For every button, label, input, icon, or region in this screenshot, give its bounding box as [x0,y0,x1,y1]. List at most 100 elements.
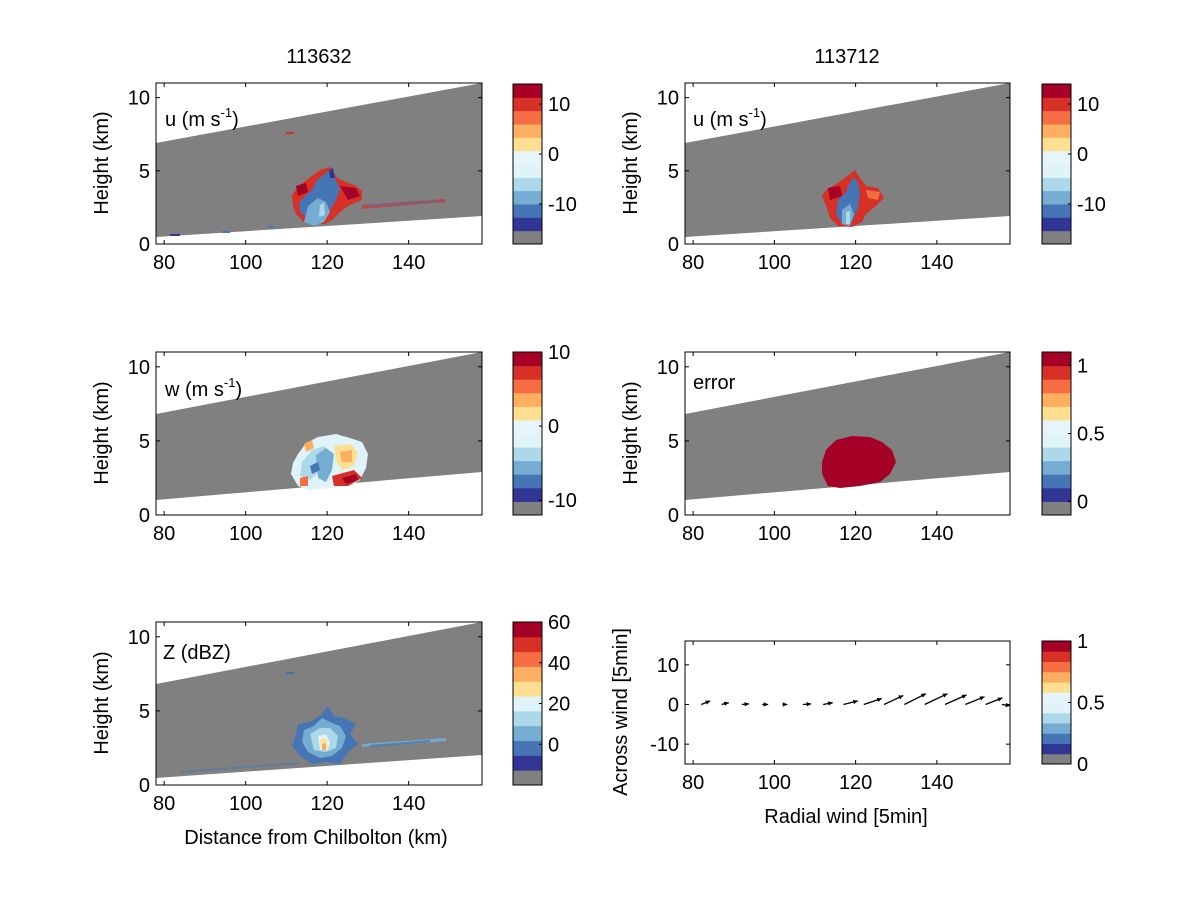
colorbar-tick-label: 0 [1077,144,1088,166]
y-tick-label: 0 [139,505,150,527]
y-ticks: 0 5 10 [657,88,1010,256]
colorbar-bin [1042,352,1071,367]
colorbar-bin [1042,671,1071,683]
quiver-arrow-head [723,701,729,706]
y-tick-label: 0 [139,234,150,256]
colorbar-frame [512,83,543,245]
y-tick-label: 5 [668,431,679,453]
y-tick-label: 10 [657,88,679,110]
y-axis-label: Height (km) [91,381,113,484]
x-tick-label: 120 [310,793,343,815]
quiver-arrow-head [961,694,967,699]
x-tick-label: 140 [392,523,425,545]
colorbar-tick-label: 0 [1077,491,1088,513]
x-tick-label: 120 [310,523,343,545]
quiver-arrow-head [744,702,750,707]
colorbar-tick-label: -10 [1077,194,1106,216]
plot-frame [155,621,483,786]
error-field [822,436,896,488]
colorbar-bin [1042,419,1071,434]
x-tick-label: 80 [153,523,175,545]
colorbar-bin [513,447,542,462]
x-ticks: 80 100 120 140 [682,83,954,274]
colorbar-bin [513,379,542,394]
panel-label: u (m s-1) [693,105,767,131]
y-tick-label: 5 [139,701,150,723]
colorbar-bin [513,97,542,112]
colorbar-bin [513,406,542,421]
x-tick-label: 120 [839,772,872,794]
colorbar-bin [513,487,542,502]
colorbar-tick-label: 60 [548,612,570,634]
colorbar-bin [513,666,542,682]
colorbar-bin [1042,723,1071,734]
x-tick-label: 140 [920,252,953,274]
colorbar-frame [512,351,543,516]
colorbar-tick-label: 0 [1077,754,1088,776]
colorbar-bin [513,352,542,367]
colorbar-bin [1042,743,1071,755]
colorbar-bin [1042,84,1071,98]
panel-label: Z (dBZ) [163,642,231,664]
colorbar-bin [513,460,542,475]
colorbar-bin [1042,692,1071,703]
plot-frame [155,82,483,245]
colorbar: 10.50 [1041,351,1105,516]
colorbar-bin [1042,97,1071,112]
colorbar-bin [1042,392,1071,407]
x-tick-label: 140 [920,772,953,794]
x-tick-label: 120 [310,252,343,274]
x-tick-label: 140 [392,793,425,815]
x-ticks: 80 100 120 140 [153,83,425,274]
colorbar-bin-empty [513,230,542,244]
colorbar-tick-label: 1 [1077,356,1088,378]
colorbar-bin [513,204,542,218]
colorbar-bin-empty [1042,753,1071,764]
y-ticks: -10 0 10 [650,655,1010,756]
y-tick-label: 5 [139,431,150,453]
x-tick-label: 120 [839,252,872,274]
x-ticks: 80 100 120 140 [682,641,954,794]
y-ticks: 0 5 10 [657,357,1010,527]
colorbar-bin [513,651,542,667]
quiver-arrow-head [920,693,926,698]
x-tick-label: 120 [839,523,872,545]
colorbar-bin [513,84,542,98]
quiver-arrow-head [898,695,904,700]
y-tick-label: 10 [657,655,679,677]
colorbar-bin [513,217,542,232]
colorbar-bin [513,474,542,489]
y-axis-label: Height (km) [620,111,642,214]
x-tick-label: 80 [682,252,704,274]
column-title-left: 113632 [286,46,351,68]
x-tick-label: 100 [229,252,262,274]
radar-scan-wedge [156,622,482,778]
panel-label: w (m s-1) [164,375,242,401]
colorbar-frame [1041,83,1072,245]
quiver-arrow-head [827,701,833,706]
x-tick-label: 100 [229,793,262,815]
colorbar-bin [1042,661,1071,673]
radar-scan-wedge [685,352,1010,500]
colorbar: 10 0 -10 [512,83,577,245]
colorbar-bin [1042,204,1071,218]
y-tick-label: 0 [668,234,679,256]
x-axis-label: Distance from Chilbolton (km) [184,827,447,849]
panel-Z: Z (dBZ) 80 100 120 140 0 5 10 Height (km) Dis… [91,612,570,849]
colorbar-bin [1042,474,1071,489]
colorbar-tick-label: 40 [548,653,570,675]
colorbar-bin-empty [1042,230,1071,244]
colorbar-bin [1042,164,1071,178]
colorbar-bin [513,740,542,756]
colorbar-bin [513,392,542,407]
colorbar-tick-label: 10 [548,94,570,116]
plot-frame [684,640,1011,765]
panel-label: u (m s-1) [165,105,239,131]
radar-scan-wedge [685,83,1010,237]
u-field [822,170,884,227]
x-tick-label: 100 [758,772,791,794]
